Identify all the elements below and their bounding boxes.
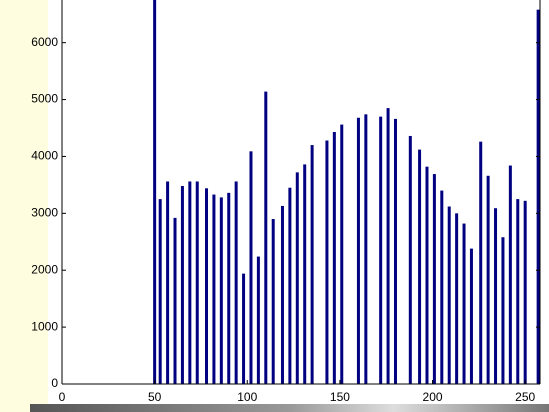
bar bbox=[379, 117, 382, 384]
x-tick-label: 0 bbox=[59, 390, 66, 404]
bar bbox=[524, 201, 527, 384]
bar bbox=[440, 191, 443, 384]
x-tick-label: 200 bbox=[423, 390, 443, 404]
bar bbox=[257, 257, 260, 384]
bar bbox=[159, 199, 162, 384]
bar bbox=[325, 141, 328, 384]
bar bbox=[387, 108, 390, 384]
background-photo bbox=[30, 404, 549, 412]
y-tick-label: 1000 bbox=[31, 319, 58, 333]
bar bbox=[212, 195, 215, 384]
bar bbox=[516, 199, 519, 384]
bar bbox=[433, 174, 436, 384]
bar bbox=[181, 186, 184, 384]
bar bbox=[272, 219, 275, 384]
bar bbox=[409, 136, 412, 384]
y-tick-label: 0 bbox=[51, 376, 58, 390]
bar bbox=[296, 172, 299, 384]
bar bbox=[448, 207, 451, 384]
bar bbox=[479, 142, 482, 384]
y-tick-label: 5000 bbox=[31, 92, 58, 106]
chart: 0 1000 2000 3000 4000 5000 6000 0 50 100 150 200 250 bbox=[0, 0, 549, 412]
bar bbox=[340, 125, 343, 384]
bar bbox=[333, 132, 336, 384]
axes-background bbox=[62, 0, 540, 384]
bar bbox=[227, 193, 230, 384]
bar bbox=[357, 118, 360, 384]
bar bbox=[455, 213, 458, 384]
bar bbox=[463, 224, 466, 384]
page: {"chart_data": {"type": "bar", "color": … bbox=[0, 0, 549, 412]
bar bbox=[220, 197, 223, 384]
bar bbox=[288, 188, 291, 384]
bar bbox=[494, 208, 497, 384]
y-tick-label: 3000 bbox=[31, 206, 58, 220]
bar bbox=[394, 119, 397, 384]
bar bbox=[174, 218, 177, 384]
bar bbox=[264, 92, 267, 384]
bar bbox=[153, 0, 156, 384]
y-tick-label: 4000 bbox=[31, 149, 58, 163]
bar bbox=[364, 114, 367, 384]
bar bbox=[242, 274, 245, 384]
bar bbox=[509, 166, 512, 384]
bar bbox=[166, 181, 169, 384]
bar bbox=[281, 206, 284, 384]
bar bbox=[501, 237, 504, 384]
bar bbox=[418, 150, 421, 384]
bar bbox=[470, 249, 473, 384]
y-tick-label: 2000 bbox=[31, 262, 58, 276]
x-tick-label: 100 bbox=[237, 390, 257, 404]
bar bbox=[537, 10, 540, 384]
bar bbox=[205, 188, 208, 384]
bar bbox=[425, 167, 428, 384]
bar bbox=[196, 181, 199, 384]
bar bbox=[311, 145, 314, 384]
x-tick-label: 250 bbox=[515, 390, 535, 404]
x-tick-label: 50 bbox=[148, 390, 162, 404]
y-tick-label: 6000 bbox=[31, 35, 58, 49]
bar bbox=[188, 181, 191, 384]
bar bbox=[249, 151, 252, 384]
bar bbox=[487, 176, 490, 384]
bar bbox=[303, 164, 306, 384]
x-tick-label: 150 bbox=[330, 390, 350, 404]
bar bbox=[235, 181, 238, 384]
